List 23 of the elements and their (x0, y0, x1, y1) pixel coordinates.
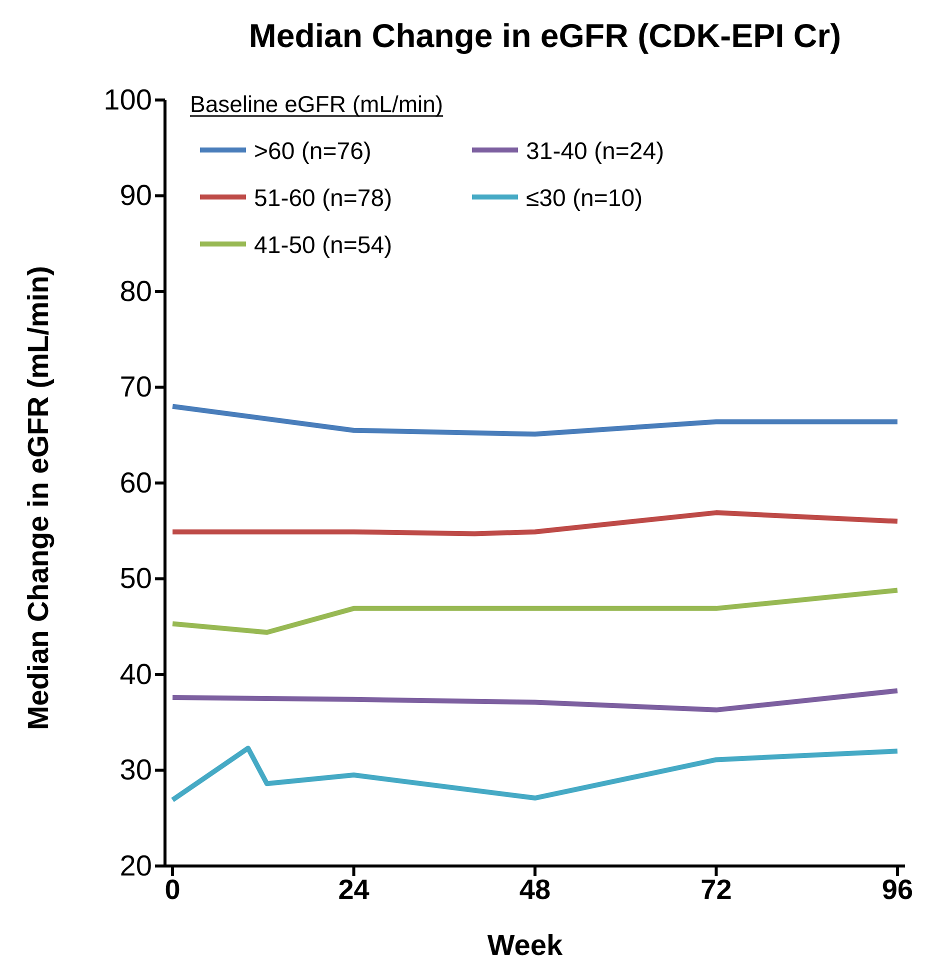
x-tick-label: 48 (519, 874, 551, 905)
x-tick-label: 24 (338, 874, 370, 905)
x-tick-label: 96 (882, 874, 914, 905)
legend-label: ≤30 (n=10) (526, 185, 643, 212)
legend-label: 51-60 (n=78) (254, 185, 392, 212)
y-tick-label: 30 (120, 754, 152, 787)
y-tick-label: 60 (120, 467, 152, 500)
legend-label: >60 (n=76) (254, 138, 372, 165)
y-tick-label: 70 (120, 372, 152, 404)
legend-title: Baseline eGFR (mL/min) (190, 91, 444, 117)
y-tick-label: 80 (120, 276, 152, 308)
y-tick-label: 50 (120, 563, 152, 596)
y-tick-label: 40 (120, 658, 152, 691)
y-tick-label: 90 (120, 180, 152, 212)
y-tick-label: 20 (120, 850, 152, 882)
x-axis-title: Week (487, 930, 564, 961)
x-tick-label: 0 (164, 874, 180, 905)
y-tick-label: 100 (104, 84, 152, 116)
y-axis-title: Median Change in eGFR (mL/min) (23, 266, 55, 730)
chart-title: Median Change in eGFR (CDK-EPI Cr) (248, 17, 842, 54)
x-tick-label: 72 (700, 874, 732, 905)
legend-label: 41-50 (n=54) (254, 232, 392, 259)
legend-label: 31-40 (n=24) (526, 138, 664, 165)
